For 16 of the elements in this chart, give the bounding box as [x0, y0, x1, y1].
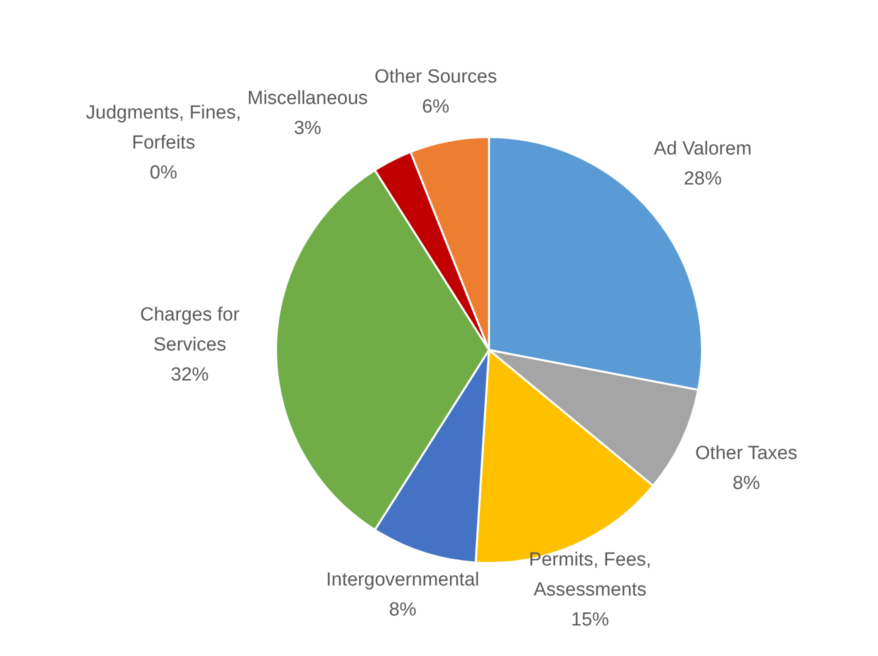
slice-label: Permits, Fees, Assessments — [528, 550, 652, 601]
slice-label: Other Taxes — [695, 442, 798, 464]
slice-label: Ad Valorem — [654, 138, 752, 160]
data-label: 32% — [170, 364, 209, 386]
slice-label: Other Sources — [374, 66, 497, 88]
data-label: 3% — [294, 118, 322, 140]
data-label: 28% — [684, 168, 722, 190]
slice-label: Intergovernmental — [326, 570, 480, 591]
text: 0% — [150, 162, 178, 184]
slice-label: Miscellaneous — [247, 88, 368, 110]
data-label: 15% — [571, 610, 610, 631]
slice-label: Charges for Services — [140, 304, 240, 356]
data-label: 8% — [388, 600, 417, 621]
category-label: Judgments, Fines, Forfeits — [86, 102, 242, 154]
data-label: 8% — [732, 472, 760, 494]
data-label: 6% — [422, 96, 450, 118]
